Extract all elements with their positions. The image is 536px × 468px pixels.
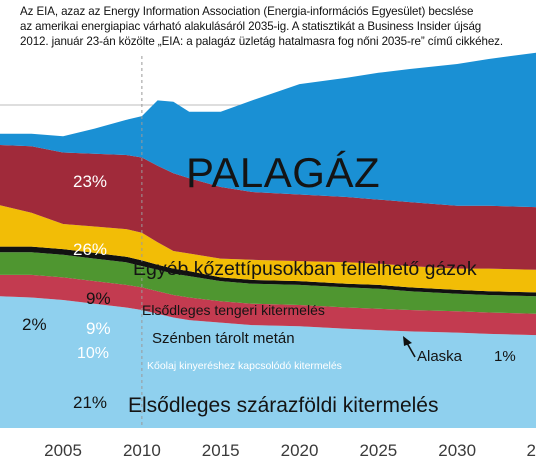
percent-label-egyeb: 26% [73, 240, 108, 259]
caption-line-1: Az EIA, azaz az Energy Information Assoc… [20, 5, 474, 18]
chart-caption: Az EIA, azaz az Energy Information Assoc… [20, 4, 532, 49]
caption-line-3: 2012. január 23-án közölte „EIA: a palag… [20, 35, 503, 48]
x-tick-label: 20 [527, 441, 536, 460]
area-elsodleges-tengeri-kitermeles [0, 205, 536, 293]
area-palagaz [0, 52, 536, 208]
caption-line-2: az amerikai energiapiac várható alakulás… [20, 20, 482, 33]
series-label-alaska: Alaska [417, 348, 463, 365]
x-tick-label: 2025 [359, 441, 397, 460]
x-tick-label: 2005 [44, 441, 82, 460]
area-szenben-tarolt-metan [0, 252, 536, 314]
alaska-arrow [403, 336, 416, 358]
percent-label-tengeri: 9% [86, 289, 111, 308]
percent-label-szarazfoldi: 21% [73, 393, 108, 412]
series-label-koolaj: Kőolaj kinyeréshez kapcsolódó kitermelés [147, 360, 342, 372]
area-egyeb-kozettipusokban-fellelheto-gazok [0, 145, 536, 270]
percent-label-koolaj: 10% [77, 345, 110, 362]
area-elsodleges-szarazfoldi-kitermeles [0, 296, 536, 428]
percent-label-alaska-2035: 1% [494, 348, 516, 365]
x-tick-label: 2030 [438, 441, 476, 460]
percent-label-alaska-2005: 2% [22, 315, 47, 334]
series-label-egyeb: Egyéb kőzettípusokban fellelhető gázok [133, 258, 477, 280]
series-label-tengeri: Elsődleges tengeri kitermelés [142, 302, 325, 318]
percent-label-szenben: 9% [86, 319, 111, 338]
series-label-palagaz: PALAGÁZ [186, 149, 381, 196]
x-tick-label: 2015 [202, 441, 240, 460]
percent-label-palagaz: 23% [73, 172, 108, 191]
x-tick-label: 2010 [123, 441, 161, 460]
area-koolaj-kinyereshez-kapcsolodo-kitermeles [0, 274, 536, 336]
x-tick-label: 2020 [281, 441, 319, 460]
series-label-szarazfoldi: Elsődleges szárazföldi kitermelés [128, 394, 439, 417]
series-label-szenben: Szénben tárolt metán [152, 330, 295, 347]
area-alaska [0, 246, 536, 297]
